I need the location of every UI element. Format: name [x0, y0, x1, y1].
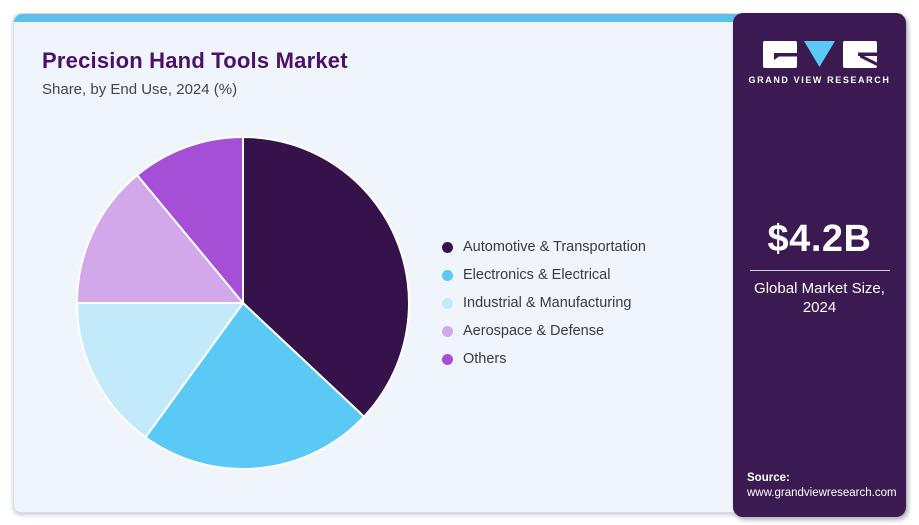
pie-slice-industrial-manufacturing	[76, 302, 244, 439]
market-size-label-line2: 2024	[802, 299, 837, 316]
logo-v-glyph	[803, 41, 835, 67]
legend-label: Automotive & Transportation	[463, 239, 646, 255]
market-size-label-line1: Global Market Size,	[754, 280, 885, 297]
pie-slice-aerospace-defense	[76, 174, 244, 304]
pie-slice-automotive-transportation	[242, 136, 410, 418]
market-size-value: $4.2B	[767, 218, 872, 260]
legend-label: Industrial & Manufacturing	[463, 295, 632, 311]
source-url: www.grandviewresearch.com	[747, 487, 897, 499]
market-size-divider	[749, 270, 890, 271]
legend-label: Others	[463, 351, 507, 367]
legend-item: Electronics & Electrical	[442, 261, 646, 289]
logo-r-glyph	[842, 41, 877, 68]
legend-label: Aerospace & Defense	[463, 323, 605, 339]
pie-chart-svg	[76, 136, 410, 470]
pie-slice-electronics-electrical	[144, 302, 366, 470]
legend-item: Automotive & Transportation	[442, 233, 646, 261]
legend-dot-icon	[442, 353, 453, 365]
chart-legend: Automotive & Transportation Electronics &…	[442, 233, 646, 373]
legend-dot-icon	[442, 241, 453, 253]
legend-label: Electronics & Electrical	[463, 267, 611, 283]
page-title: Precision Hand Tools Market	[42, 48, 348, 73]
pie-chart	[63, 123, 423, 483]
page-subtitle: Share, by End Use, 2024 (%)	[42, 81, 238, 98]
legend-dot-icon	[442, 297, 453, 309]
source-label: Source:	[747, 472, 790, 484]
market-size-block: $4.2B Global Market Size, 2024	[733, 218, 906, 317]
accent-top-bar	[14, 14, 905, 22]
legend-item: Aerospace & Defense	[442, 317, 646, 345]
logo-g-glyph	[762, 41, 797, 68]
gvr-logo: GRAND VIEW RESEARCH	[733, 41, 906, 85]
chart-header: Precision Hand Tools Market Share, by En…	[42, 48, 348, 98]
legend-dot-icon	[442, 269, 453, 281]
brand-name: GRAND VIEW RESEARCH	[748, 75, 891, 85]
source-block: Source: www.grandviewresearch.com	[747, 471, 897, 501]
pie-slice-others	[136, 136, 244, 304]
brand-sidebar: GRAND VIEW RESEARCH $4.2B Global Market …	[733, 13, 906, 517]
legend-item: Industrial & Manufacturing	[442, 289, 646, 317]
legend-dot-icon	[442, 325, 453, 337]
legend-item: Others	[442, 345, 646, 373]
gvr-logo-icon	[762, 41, 877, 68]
